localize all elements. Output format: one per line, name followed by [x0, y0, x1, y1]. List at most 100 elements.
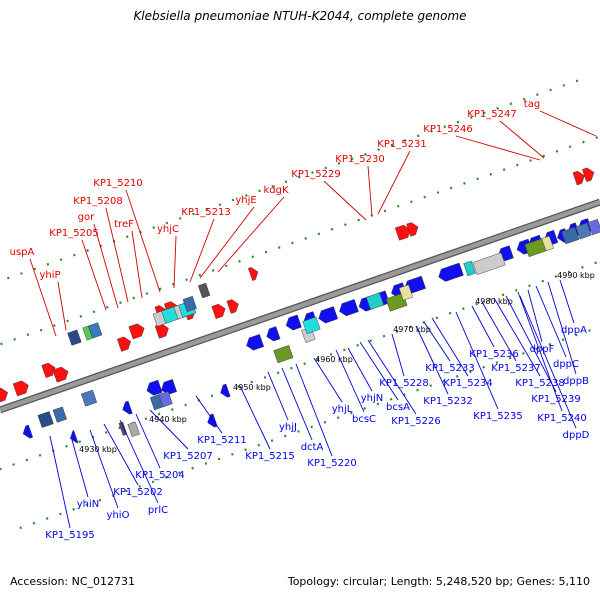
forward-gene-arrow	[394, 224, 411, 241]
upper-gene-label: KP1_5230	[335, 154, 384, 165]
lower-gene-label: bcsA	[386, 402, 410, 413]
forward-gene-arrow	[12, 380, 29, 397]
reverse-gene-arrow	[318, 306, 339, 324]
upper-gene-label: kdgK	[263, 185, 288, 196]
lower-gene-leader	[527, 289, 543, 343]
lower-gene-label: KP1_5233	[425, 363, 474, 374]
lower-gene-leader	[49, 435, 71, 529]
scale-tick-label: 4930 kbp	[79, 445, 117, 454]
upper-gene-leader	[93, 223, 119, 309]
map-title: Klebsiella pneumoniae NTUH-K2044, comple…	[133, 9, 467, 23]
lower-gene-leader	[535, 285, 567, 358]
lower-gene-label: KP1_5238	[515, 378, 564, 389]
forward-gene-arrow	[582, 167, 595, 183]
lower-gene-label: KP1_5237	[491, 363, 540, 374]
upper-gene-leader	[131, 230, 143, 299]
upper-gene-leader	[199, 206, 255, 279]
lower-gene-label: KP1_5211	[197, 435, 246, 446]
lower-gene-label: KP1_5232	[423, 396, 472, 407]
upper-gene-leader	[29, 258, 57, 337]
lower-gene-leader	[423, 321, 451, 362]
forward-gene-arrow	[226, 299, 239, 314]
lower-gene-leader	[195, 395, 223, 434]
scale-tick-label: 4940 kbp	[149, 415, 187, 424]
gene-feature-box	[52, 406, 67, 423]
lower-gene-label: dppA	[561, 325, 587, 336]
lower-gene-label: KP1_5220	[307, 458, 356, 469]
upper-gene-leader	[499, 120, 545, 159]
lower-gene-label: KP1_5228	[379, 378, 428, 389]
gene-feature-box	[67, 329, 82, 346]
reverse-gene-arrow	[220, 383, 231, 398]
gene-feature-box	[463, 260, 476, 277]
reverse-gene-arrow	[266, 326, 281, 342]
lower-gene-label: KP1_5204	[135, 470, 184, 481]
gene-feature-box	[575, 222, 592, 240]
lower-gene-leader	[471, 305, 495, 348]
lower-gene-leader	[313, 357, 343, 403]
upper-gene-leader	[367, 165, 373, 217]
lower-gene-leader	[519, 295, 577, 429]
upper-gene-label: KP1_5213	[181, 207, 230, 218]
upper-gene-leader	[57, 281, 67, 331]
forward-gene-arrow	[117, 336, 131, 352]
scale-tick-label: 4960 kbp	[315, 355, 353, 364]
upper-gene-label: KP1_5205	[49, 228, 98, 239]
upper-gene-label: yhjE	[235, 195, 256, 206]
forward-gene-arrow	[406, 222, 419, 237]
lower-gene-label: KP1_5207	[163, 451, 212, 462]
lower-gene-label: KP1_5215	[245, 451, 294, 462]
upper-gene-leader	[81, 239, 107, 311]
lower-outer-dotted-track	[19, 325, 600, 530]
lower-gene-leader	[559, 279, 575, 324]
gene-feature-box	[541, 235, 554, 252]
upper-gene-label: KP1_5208	[73, 196, 122, 207]
lower-gene-leader	[481, 301, 517, 362]
lower-gene-leader	[431, 317, 469, 377]
lower-gene-label: KP1_5239	[531, 394, 580, 405]
lower-gene-leader	[367, 339, 417, 415]
lower-gene-leader	[295, 363, 333, 457]
upper-gene-label: yhiP	[39, 270, 60, 281]
gene-feature-box	[561, 226, 580, 245]
lower-inner-dotted-track	[0, 260, 600, 471]
reverse-gene-arrow	[146, 379, 163, 396]
scale-tick-label: 4950 kbp	[233, 383, 271, 392]
lower-gene-leader	[415, 325, 449, 395]
genome-backbone	[0, 199, 600, 413]
upper-gene-leader	[173, 235, 177, 289]
lower-gene-label: KP1_5195	[45, 530, 94, 541]
lower-gene-leader	[281, 367, 313, 441]
upper-gene-leader	[323, 180, 367, 221]
gene-feature-box	[366, 292, 385, 310]
scale-tick-label: 4990 kbp	[557, 271, 595, 280]
lower-gene-leader	[335, 349, 365, 413]
upper-gene-label: yhjC	[157, 224, 179, 235]
lower-gene-label: yhiO	[107, 510, 130, 521]
gene-feature-box	[302, 316, 321, 335]
scale-tick-label: 4970 kbp	[393, 325, 431, 334]
lower-gene-leader	[391, 333, 405, 377]
upper-inner-dotted-track	[0, 135, 599, 346]
lower-gene-label: dppC	[553, 359, 579, 370]
gene-feature-box	[37, 411, 54, 428]
lower-gene-label: KP1_5234	[443, 378, 492, 389]
reverse-gene-arrow	[339, 299, 359, 317]
lower-gene-label: yhjL	[332, 404, 353, 415]
gene-feature-box	[182, 295, 197, 313]
upper-gene-label: KP1_5246	[423, 124, 472, 135]
lower-gene-leader	[505, 295, 557, 393]
upper-gene-label: gor	[78, 212, 95, 223]
upper-gene-label: uspA	[10, 247, 35, 258]
reverse-gene-arrow	[207, 413, 218, 428]
reverse-gene-arrow	[69, 430, 79, 444]
lower-gene-label: yhjJ	[279, 422, 297, 433]
gene-feature-box	[472, 252, 506, 276]
lower-gene-leader	[517, 291, 563, 412]
upper-gene-leader	[189, 218, 215, 283]
upper-gene-label: tag	[524, 99, 540, 110]
lower-gene-label: dppD	[563, 430, 590, 441]
lower-gene-label: dppB	[563, 376, 589, 387]
upper-gene-leader	[377, 150, 411, 215]
